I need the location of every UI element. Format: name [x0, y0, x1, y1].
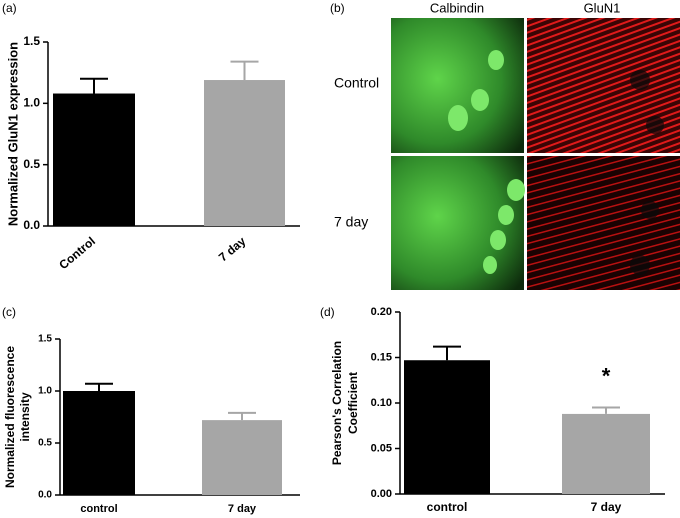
x-tick-label: control: [427, 500, 468, 514]
y-tick-label: 0.10: [371, 397, 392, 409]
error-bar: [230, 60, 259, 81]
y-axis-label: Normalized GluN1 expression: [5, 42, 20, 226]
x-tick-label: Control: [56, 234, 98, 272]
bar: [202, 420, 282, 495]
bar: [53, 93, 135, 227]
bar: [204, 80, 285, 226]
y-tick-label: 0.05: [371, 442, 392, 454]
bar: [562, 413, 650, 494]
x-tick-label: 7 day: [591, 500, 622, 514]
panel-label: (c): [2, 305, 16, 319]
panel-label: (d): [320, 305, 335, 319]
column-label: Calbindin: [430, 0, 484, 15]
y-tick-label: 0.00: [371, 488, 392, 500]
y-axis-label: Pearson's Correlation: [330, 341, 344, 465]
y-tick-label: 0.20: [371, 306, 392, 318]
y-tick-label: 1.5: [23, 34, 40, 48]
bar: [63, 391, 135, 495]
y-axis-label: Coefficient: [346, 372, 360, 434]
y-tick-label: 0.0: [23, 218, 40, 232]
error-bar: [228, 411, 256, 421]
y-tick-label: 0.5: [23, 157, 40, 171]
y-tick-label: 1.0: [38, 386, 52, 397]
annotation: *: [602, 363, 611, 388]
y-tick-label: 1.5: [38, 334, 52, 345]
x-tick-label: control: [80, 503, 117, 515]
y-axis-label: intensity: [18, 392, 32, 442]
x-tick-label: 7 day: [216, 234, 249, 265]
row-label: Control: [334, 75, 379, 91]
row-label: 7 day: [334, 214, 368, 230]
micrographs: [391, 18, 680, 290]
y-axis-label: Normalized fluorescence: [3, 346, 17, 488]
error-bar: [433, 345, 461, 361]
column-label: GluN1: [584, 0, 621, 15]
panel-label: (b): [330, 1, 345, 15]
error-bar: [80, 77, 108, 94]
panel-label: (a): [2, 1, 17, 15]
y-tick-label: 0.0: [38, 490, 52, 501]
error-bar: [85, 382, 113, 391]
x-tick-label: 7 day: [228, 503, 257, 515]
y-tick-label: 0.5: [38, 438, 52, 449]
y-tick-label: 1.0: [23, 96, 40, 110]
bar: [404, 360, 490, 494]
error-bar: [592, 406, 620, 414]
y-tick-label: 0.15: [371, 351, 392, 363]
